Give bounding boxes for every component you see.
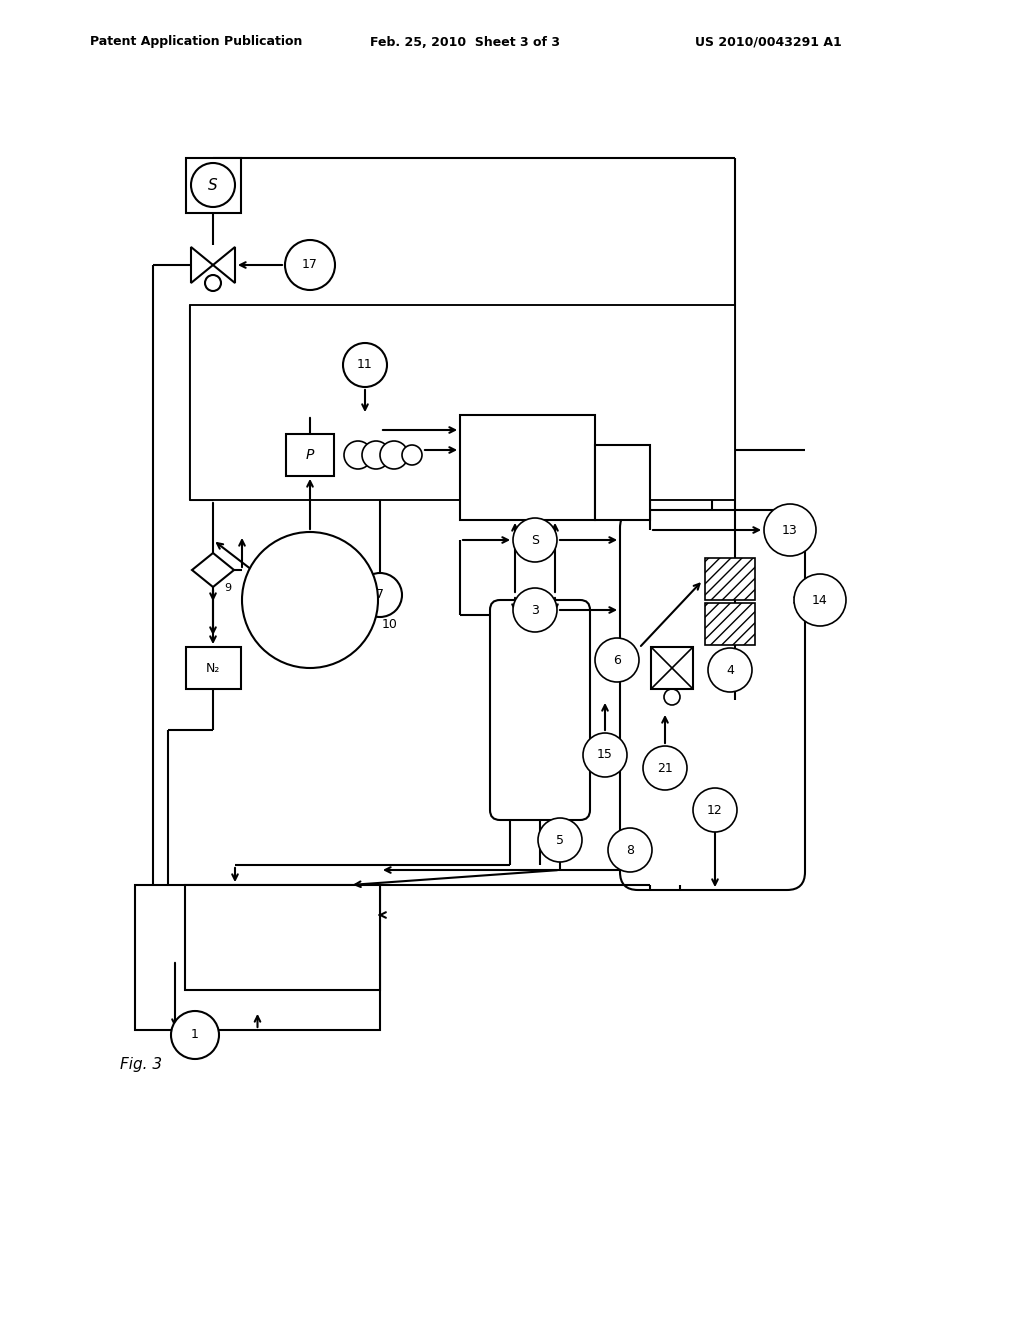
- Text: S: S: [208, 177, 218, 193]
- Text: N₂: N₂: [206, 661, 220, 675]
- Text: 14: 14: [812, 594, 827, 606]
- Text: 21: 21: [657, 762, 673, 775]
- Circle shape: [343, 343, 387, 387]
- Circle shape: [205, 275, 221, 290]
- Circle shape: [513, 517, 557, 562]
- FancyBboxPatch shape: [620, 510, 805, 890]
- Bar: [135, 884, 380, 1030]
- Circle shape: [764, 504, 816, 556]
- Circle shape: [538, 818, 582, 862]
- Circle shape: [285, 240, 335, 290]
- Text: 17: 17: [302, 259, 317, 272]
- Circle shape: [664, 689, 680, 705]
- Text: Patent Application Publication: Patent Application Publication: [90, 36, 302, 49]
- Text: 10: 10: [382, 619, 398, 631]
- Text: Feb. 25, 2010  Sheet 3 of 3: Feb. 25, 2010 Sheet 3 of 3: [370, 36, 560, 49]
- Circle shape: [402, 445, 422, 465]
- Circle shape: [358, 573, 402, 616]
- FancyBboxPatch shape: [490, 601, 590, 820]
- Text: Fig. 3: Fig. 3: [120, 1057, 162, 1072]
- Circle shape: [693, 788, 737, 832]
- Text: 9: 9: [224, 583, 231, 593]
- Bar: [185, 157, 241, 213]
- Circle shape: [362, 441, 390, 469]
- Text: 3: 3: [531, 603, 539, 616]
- Bar: [595, 445, 650, 520]
- Bar: [651, 647, 693, 689]
- Text: 1: 1: [191, 1028, 199, 1041]
- Polygon shape: [213, 247, 234, 282]
- Text: P: P: [306, 447, 314, 462]
- Bar: [286, 434, 334, 477]
- Circle shape: [643, 746, 687, 789]
- Circle shape: [344, 441, 372, 469]
- Circle shape: [794, 574, 846, 626]
- Circle shape: [595, 638, 639, 682]
- Bar: [185, 884, 380, 990]
- Bar: [190, 305, 735, 500]
- Text: 12: 12: [708, 804, 723, 817]
- Circle shape: [242, 532, 378, 668]
- Bar: [705, 603, 755, 645]
- Text: 5: 5: [556, 833, 564, 846]
- Text: 7: 7: [376, 589, 384, 602]
- Circle shape: [380, 441, 408, 469]
- Circle shape: [171, 1011, 219, 1059]
- Text: 6: 6: [613, 653, 621, 667]
- Text: S: S: [531, 533, 539, 546]
- Text: 15: 15: [597, 748, 613, 762]
- Text: 8: 8: [626, 843, 634, 857]
- Bar: [460, 414, 595, 520]
- Bar: [705, 558, 755, 601]
- Text: 13: 13: [782, 524, 798, 536]
- Circle shape: [583, 733, 627, 777]
- Polygon shape: [193, 553, 234, 587]
- Text: 11: 11: [357, 359, 373, 371]
- Bar: [185, 647, 241, 689]
- Circle shape: [191, 162, 234, 207]
- Text: 4: 4: [726, 664, 734, 676]
- Text: US 2010/0043291 A1: US 2010/0043291 A1: [695, 36, 842, 49]
- Circle shape: [708, 648, 752, 692]
- Polygon shape: [191, 247, 213, 282]
- Circle shape: [513, 587, 557, 632]
- Circle shape: [608, 828, 652, 873]
